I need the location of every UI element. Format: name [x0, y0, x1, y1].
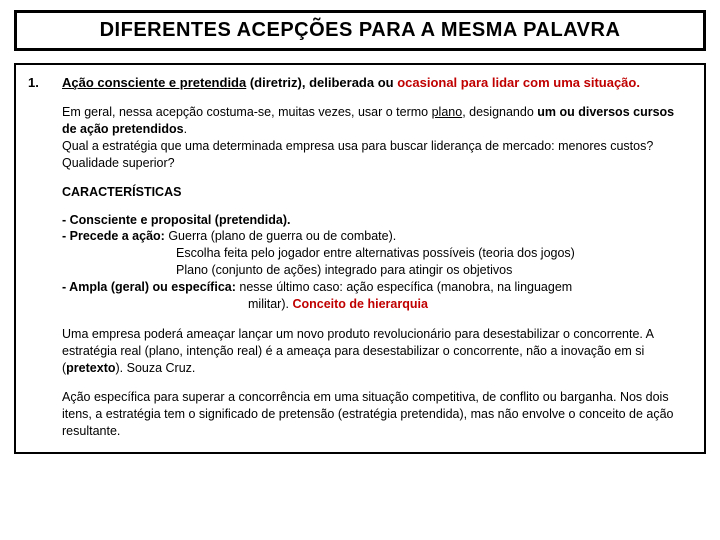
c3-t: nesse último caso: ação específica (mano…: [236, 280, 572, 294]
lead-mid: (diretriz), deliberada ou: [246, 75, 397, 90]
title-box: DIFERENTES ACEPÇÕES PARA A MESMA PALAVRA: [14, 10, 706, 51]
p1-c: .: [184, 122, 187, 136]
p2: Qual a estratégia que uma determinada em…: [62, 139, 653, 170]
p1-a: Em geral, nessa acepção costuma-se, muit…: [62, 105, 432, 119]
c3-red: Conceito de hierarquia: [292, 297, 427, 311]
characteristics-block: - Consciente e proposital (pretendida). …: [62, 212, 692, 313]
lead-red: ocasional para lidar com uma situação.: [397, 75, 640, 90]
c2-l2: Escolha feita pelo jogador entre alterna…: [62, 245, 692, 262]
lead-underline: Ação consciente e pretendida: [62, 75, 246, 90]
item-number: 1.: [28, 75, 62, 90]
c1: - Consciente e proposital (pretendida).: [62, 213, 291, 227]
item-row: 1. Ação consciente e pretendida (diretri…: [28, 75, 692, 90]
page-title: DIFERENTES ACEPÇÕES PARA A MESMA PALAVRA: [25, 19, 695, 42]
c2-b: - Precede a ação:: [62, 229, 165, 243]
paragraph-1: Em geral, nessa acepção costuma-se, muit…: [62, 104, 692, 172]
p1-plano: plano: [432, 105, 463, 119]
c3-b: - Ampla (geral) ou específica:: [62, 280, 236, 294]
p3-c: ). Souza Cruz.: [116, 361, 196, 375]
section-heading: CARACTERÍSTICAS: [62, 185, 692, 199]
p1-b: , designando: [462, 105, 537, 119]
p3-b: pretexto: [66, 361, 115, 375]
c2-t: Guerra (plano de guerra ou de combate).: [165, 229, 396, 243]
lead-text: Ação consciente e pretendida (diretriz),…: [62, 75, 640, 90]
p4: Ação específica para superar a concorrên…: [62, 389, 692, 440]
c3-l2a: militar).: [248, 297, 292, 311]
content-box: 1. Ação consciente e pretendida (diretri…: [14, 63, 706, 454]
paragraph-4: Ação específica para superar a concorrên…: [62, 389, 692, 440]
paragraph-3: Uma empresa poderá ameaçar lançar um nov…: [62, 326, 692, 377]
c2-l3: Plano (conjunto de ações) integrado para…: [62, 262, 692, 279]
